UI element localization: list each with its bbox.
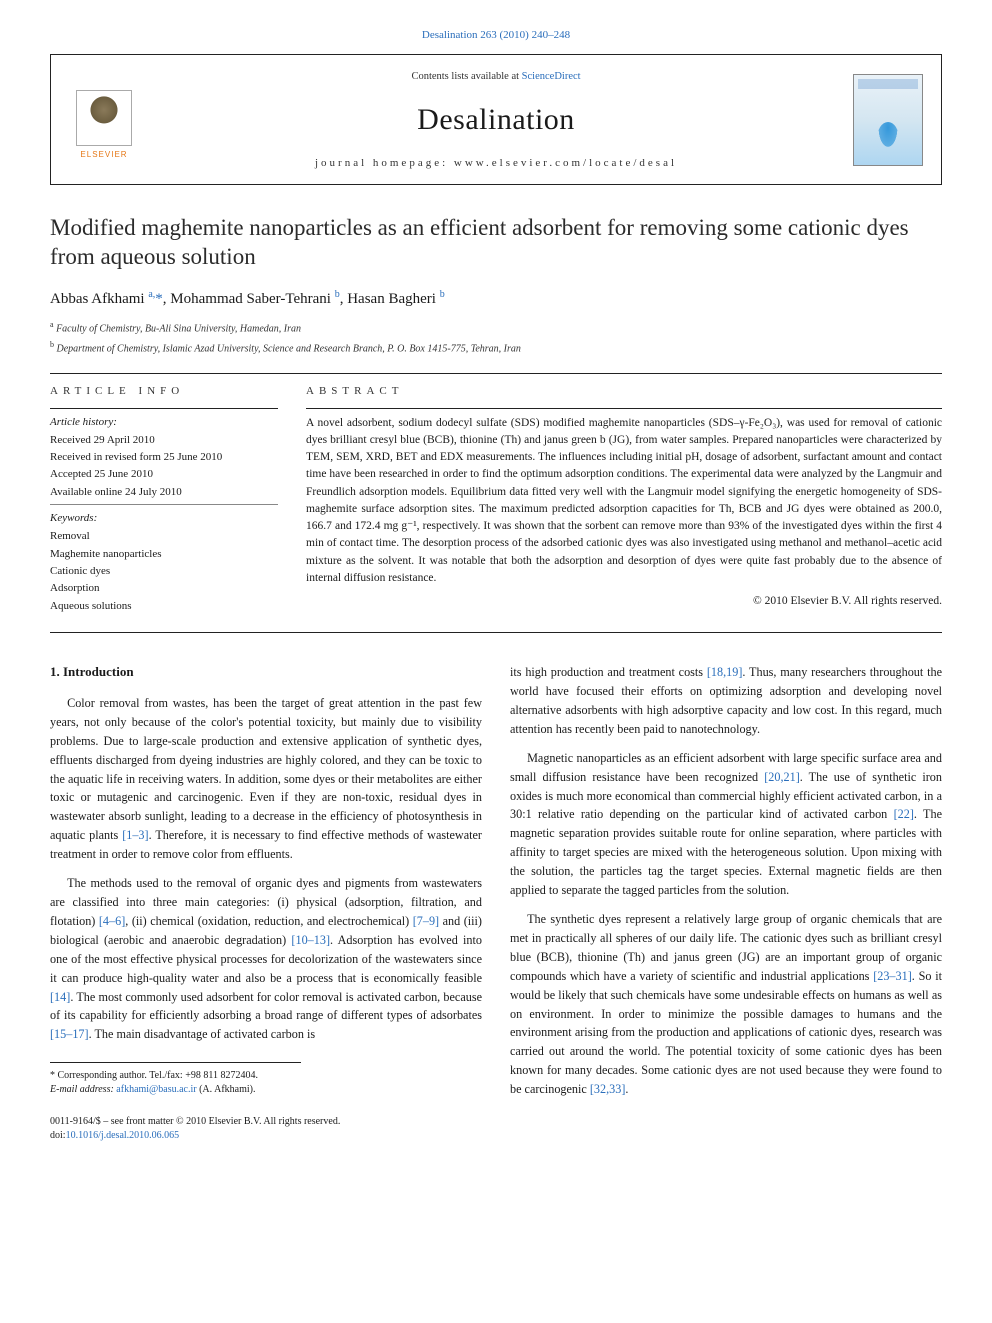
article-info-heading: ARTICLE INFO [50, 384, 278, 400]
abstract-heading: ABSTRACT [306, 384, 942, 400]
history-0: Received 29 April 2010 [50, 433, 278, 448]
bottom-meta: 0011-9164/$ – see front matter © 2010 El… [50, 1115, 482, 1143]
citation-ref[interactable]: [22] [894, 807, 914, 821]
citation-ref[interactable]: [7–9] [413, 914, 439, 928]
corr-author-line: * Corresponding author. Tel./fax: +98 81… [50, 1069, 301, 1083]
elsevier-label: ELSEVIER [80, 149, 127, 161]
info-rule-1 [50, 408, 278, 409]
keywords-label: Keywords: [50, 511, 278, 527]
keyword-0: Removal [50, 529, 278, 544]
para-5: The synthetic dyes represent a relativel… [510, 910, 942, 1099]
affiliation-a-text: Faculty of Chemistry, Bu-Ali Sina Univer… [56, 323, 301, 334]
citation-ref[interactable]: [4–6] [99, 914, 125, 928]
doi-line: doi:10.1016/j.desal.2010.06.065 [50, 1129, 482, 1143]
doi-label: doi: [50, 1130, 66, 1141]
body-two-columns: 1. Introduction Color removal from waste… [50, 663, 942, 1143]
para-3: its high production and treatment costs … [510, 663, 942, 739]
keyword-1: Maghemite nanoparticles [50, 547, 278, 562]
history-3: Available online 24 July 2010 [50, 485, 278, 500]
citation-ref[interactable]: [15–17] [50, 1027, 89, 1041]
info-abstract-row: ARTICLE INFO Article history: Received 2… [50, 384, 942, 616]
elsevier-tree-icon [76, 90, 132, 146]
keyword-2: Cationic dyes [50, 564, 278, 579]
abstract-copyright: © 2010 Elsevier B.V. All rights reserved… [306, 593, 942, 610]
para-2: The methods used to the removal of organ… [50, 874, 482, 1044]
email-tail: (A. Afkhami). [197, 1084, 256, 1095]
journal-cover-thumb [853, 74, 923, 166]
journal-name: Desalination [155, 98, 837, 142]
journal-homepage: journal homepage: www.elsevier.com/locat… [155, 156, 837, 172]
body-column-right: its high production and treatment costs … [510, 663, 942, 1143]
contents-prefix: Contents lists available at [411, 71, 521, 82]
elsevier-logo: ELSEVIER [69, 80, 139, 160]
corr-email-line: E-mail address: afkhami@basu.ac.ir (A. A… [50, 1083, 301, 1097]
citation-ref[interactable]: [32,33] [590, 1082, 626, 1096]
history-1: Received in revised form 25 June 2010 [50, 450, 278, 465]
contents-line: Contents lists available at ScienceDirec… [155, 69, 837, 84]
citation-ref[interactable]: [14] [50, 990, 70, 1004]
keyword-4: Aqueous solutions [50, 599, 278, 614]
history-2: Accepted 25 June 2010 [50, 467, 278, 482]
para-4: Magnetic nanoparticles as an efficient a… [510, 749, 942, 900]
body-column-left: 1. Introduction Color removal from waste… [50, 663, 482, 1143]
affiliation-b: b Department of Chemistry, Islamic Azad … [50, 339, 942, 357]
journal-header-box: ELSEVIER Contents lists available at Sci… [50, 54, 942, 185]
citation-ref[interactable]: [23–31] [873, 969, 912, 983]
front-matter-line: 0011-9164/$ – see front matter © 2010 El… [50, 1115, 482, 1129]
rule-mid [50, 632, 942, 633]
rule-top [50, 373, 942, 374]
section-1-heading: 1. Introduction [50, 663, 482, 682]
issue-citation[interactable]: Desalination 263 (2010) 240–248 [50, 28, 942, 44]
doi-link[interactable]: 10.1016/j.desal.2010.06.065 [66, 1130, 180, 1141]
affiliation-b-text: Department of Chemistry, Islamic Azad Un… [57, 343, 521, 354]
corresponding-author-footnote: * Corresponding author. Tel./fax: +98 81… [50, 1062, 301, 1097]
info-rule-2 [50, 504, 278, 505]
abstract-column: ABSTRACT A novel adsorbent, sodium dodec… [306, 384, 942, 616]
authors-line: Abbas Afkhami a,*, Mohammad Saber-Tehran… [50, 288, 942, 311]
article-info-column: ARTICLE INFO Article history: Received 2… [50, 384, 278, 616]
corr-email-link[interactable]: afkhami@basu.ac.ir [116, 1084, 196, 1095]
citation-ref[interactable]: [1–3] [122, 828, 148, 842]
citation-ref[interactable]: [18,19] [707, 665, 743, 679]
citation-ref[interactable]: [20,21] [764, 770, 800, 784]
citation-ref[interactable]: [10–13] [291, 933, 330, 947]
affiliation-a: a Faculty of Chemistry, Bu-Ali Sina Univ… [50, 319, 942, 337]
email-label: E-mail address: [50, 1084, 116, 1095]
sciencedirect-link[interactable]: ScienceDirect [522, 71, 581, 82]
history-label: Article history: [50, 415, 278, 431]
abstract-rule [306, 408, 942, 409]
article-title: Modified maghemite nanoparticles as an e… [50, 213, 942, 273]
header-center: Contents lists available at ScienceDirec… [155, 69, 837, 172]
keyword-3: Adsorption [50, 581, 278, 596]
para-1: Color removal from wastes, has been the … [50, 694, 482, 864]
abstract-text: A novel adsorbent, sodium dodecyl sulfat… [306, 415, 942, 588]
